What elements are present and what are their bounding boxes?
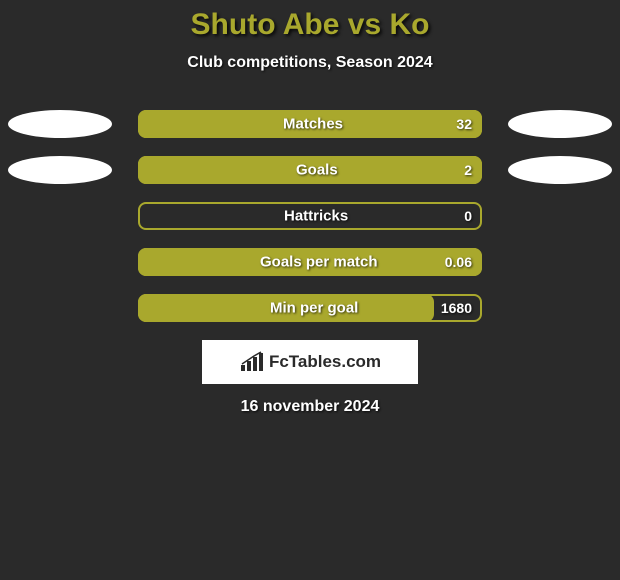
player-right-avatar [508, 156, 612, 184]
stat-bar: Goals per match 0.06 [138, 248, 482, 276]
stat-value: 2 [464, 162, 472, 178]
stat-label: Matches [283, 116, 343, 133]
stat-label: Hattricks [284, 208, 348, 225]
stat-bar: Matches 32 [138, 110, 482, 138]
avatar-spacer [8, 248, 112, 276]
stat-row: Goals 2 [0, 156, 620, 184]
source-logo: FcTables.com [202, 340, 418, 384]
stat-label: Goals [296, 162, 338, 179]
avatar-spacer [508, 202, 612, 230]
stat-value: 32 [456, 116, 472, 132]
infographic-container: Shuto Abe vs Ko Club competitions, Seaso… [0, 0, 620, 416]
stat-row: Min per goal 1680 [0, 294, 620, 322]
avatar-spacer [508, 248, 612, 276]
stat-value: 0.06 [445, 254, 472, 270]
stat-bar: Hattricks 0 [138, 202, 482, 230]
stat-bar: Goals 2 [138, 156, 482, 184]
avatar-spacer [8, 202, 112, 230]
player-left-avatar [8, 156, 112, 184]
avatar-spacer [508, 294, 612, 322]
stat-bar: Min per goal 1680 [138, 294, 482, 322]
avatar-spacer [8, 294, 112, 322]
stat-label: Min per goal [270, 300, 358, 317]
player-right-avatar [508, 110, 612, 138]
stat-value: 1680 [441, 300, 472, 316]
stats-list: Matches 32 Goals 2 Hattricks 0 Goals per match… [0, 110, 620, 322]
stat-row: Matches 32 [0, 110, 620, 138]
player-left-avatar [8, 110, 112, 138]
stat-row: Hattricks 0 [0, 202, 620, 230]
page-title: Shuto Abe vs Ko [0, 8, 620, 42]
chart-bars-icon [239, 351, 265, 373]
logo-text: FcTables.com [269, 352, 381, 372]
stat-value: 0 [464, 208, 472, 224]
date-label: 16 november 2024 [0, 398, 620, 416]
subtitle: Club competitions, Season 2024 [0, 54, 620, 72]
stat-row: Goals per match 0.06 [0, 248, 620, 276]
stat-label: Goals per match [260, 254, 378, 271]
